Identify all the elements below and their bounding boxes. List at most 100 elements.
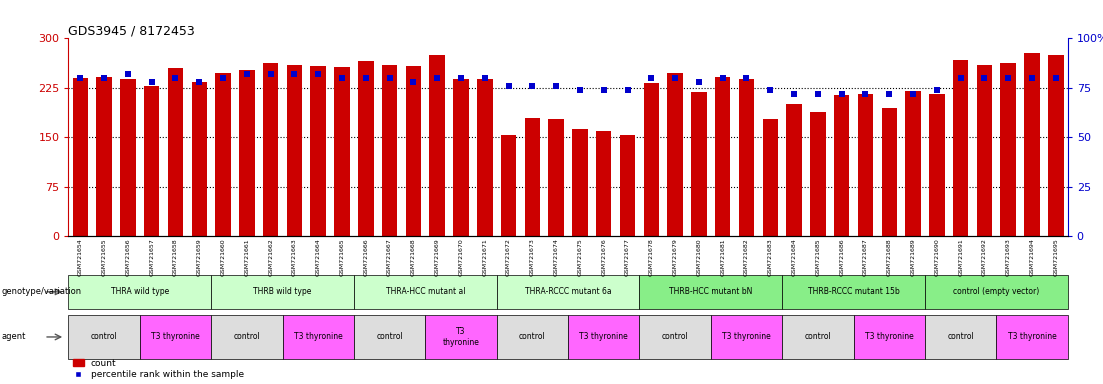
Point <box>738 75 756 81</box>
Bar <box>810 112 826 236</box>
Text: T3
thyronine: T3 thyronine <box>442 327 480 347</box>
Text: control: control <box>947 333 974 341</box>
Point <box>595 87 612 93</box>
Bar <box>429 55 445 236</box>
Bar <box>548 119 564 236</box>
Text: GSM721657: GSM721657 <box>149 238 154 276</box>
Bar <box>476 79 493 236</box>
Text: GSM721664: GSM721664 <box>315 238 321 276</box>
Point <box>119 71 137 77</box>
Text: GSM721666: GSM721666 <box>363 238 368 276</box>
Text: T3 thyronine: T3 thyronine <box>293 333 343 341</box>
Bar <box>976 65 993 236</box>
Bar <box>382 65 397 236</box>
Bar <box>334 68 350 236</box>
Text: GSM721691: GSM721691 <box>959 238 963 276</box>
Text: GSM721695: GSM721695 <box>1053 238 1058 276</box>
Bar <box>786 104 802 236</box>
Text: GSM721692: GSM721692 <box>982 238 987 276</box>
Bar <box>596 131 611 236</box>
Bar <box>525 118 540 236</box>
Text: GSM721690: GSM721690 <box>934 238 940 276</box>
Bar <box>239 70 255 236</box>
Point <box>690 79 708 85</box>
Bar <box>929 94 944 236</box>
Text: GSM721673: GSM721673 <box>529 238 535 276</box>
Point <box>95 75 113 81</box>
Point <box>642 75 660 81</box>
Point <box>928 87 945 93</box>
Text: control: control <box>520 333 546 341</box>
Text: GSM721687: GSM721687 <box>863 238 868 276</box>
Point <box>428 75 446 81</box>
Text: control: control <box>90 333 117 341</box>
Point <box>405 79 422 85</box>
Text: THRA-RCCC mutant 6a: THRA-RCCC mutant 6a <box>525 287 611 296</box>
Text: GSM721688: GSM721688 <box>887 238 891 276</box>
Bar <box>120 79 136 236</box>
Text: T3 thyronine: T3 thyronine <box>1008 333 1057 341</box>
Point <box>309 71 326 77</box>
Bar <box>358 61 374 236</box>
Point <box>785 91 803 97</box>
Point <box>904 91 922 97</box>
Point <box>142 79 160 85</box>
Text: T3 thyronine: T3 thyronine <box>579 333 628 341</box>
Point <box>261 71 279 77</box>
Text: GSM721665: GSM721665 <box>340 238 344 276</box>
Text: GSM721684: GSM721684 <box>792 238 796 276</box>
Bar <box>1000 63 1016 236</box>
Bar <box>834 95 849 236</box>
Point <box>167 75 184 81</box>
Text: T3 thyronine: T3 thyronine <box>722 333 771 341</box>
Text: GSM721667: GSM721667 <box>387 238 392 276</box>
Bar <box>572 129 588 236</box>
Text: GSM721672: GSM721672 <box>506 238 511 276</box>
Point <box>1047 75 1064 81</box>
Point <box>880 91 898 97</box>
Point <box>666 75 684 81</box>
Text: THRB-HCC mutant bN: THRB-HCC mutant bN <box>670 287 752 296</box>
Text: control (empty vector): control (empty vector) <box>953 287 1039 296</box>
Text: T3 thyronine: T3 thyronine <box>151 333 200 341</box>
Bar <box>620 135 635 236</box>
Bar <box>501 135 516 236</box>
Point <box>571 87 589 93</box>
Text: GSM721677: GSM721677 <box>625 238 630 276</box>
Bar <box>96 77 111 236</box>
Text: GSM721661: GSM721661 <box>245 238 249 276</box>
Point <box>191 79 208 85</box>
Text: genotype/variation: genotype/variation <box>1 287 82 296</box>
Point <box>808 91 827 97</box>
Text: GSM721675: GSM721675 <box>578 238 582 276</box>
Text: GSM721679: GSM721679 <box>673 238 677 276</box>
Text: control: control <box>234 333 260 341</box>
Point <box>857 91 875 97</box>
Bar <box>762 119 778 236</box>
Bar <box>739 79 754 236</box>
Point <box>357 75 375 81</box>
Bar <box>310 66 326 236</box>
Point <box>214 75 232 81</box>
Text: THRA wild type: THRA wild type <box>110 287 169 296</box>
Bar <box>1025 53 1040 236</box>
Text: GSM721689: GSM721689 <box>911 238 915 276</box>
Text: GSM721674: GSM721674 <box>554 238 558 276</box>
Text: GSM721658: GSM721658 <box>173 238 178 276</box>
Text: GSM721662: GSM721662 <box>268 238 274 276</box>
Bar <box>215 73 231 236</box>
Text: control: control <box>376 333 403 341</box>
Point <box>975 75 993 81</box>
Bar <box>73 78 88 236</box>
Text: GSM721683: GSM721683 <box>768 238 773 276</box>
Bar <box>953 60 968 236</box>
Text: GSM721654: GSM721654 <box>78 238 83 276</box>
Legend: count, percentile rank within the sample: count, percentile rank within the sample <box>73 359 244 379</box>
Bar <box>906 91 921 236</box>
Point <box>619 87 636 93</box>
Bar <box>667 73 683 236</box>
Text: GSM721676: GSM721676 <box>601 238 607 276</box>
Bar <box>143 86 160 236</box>
Text: THRA-HCC mutant al: THRA-HCC mutant al <box>386 287 465 296</box>
Text: GSM721678: GSM721678 <box>649 238 654 276</box>
